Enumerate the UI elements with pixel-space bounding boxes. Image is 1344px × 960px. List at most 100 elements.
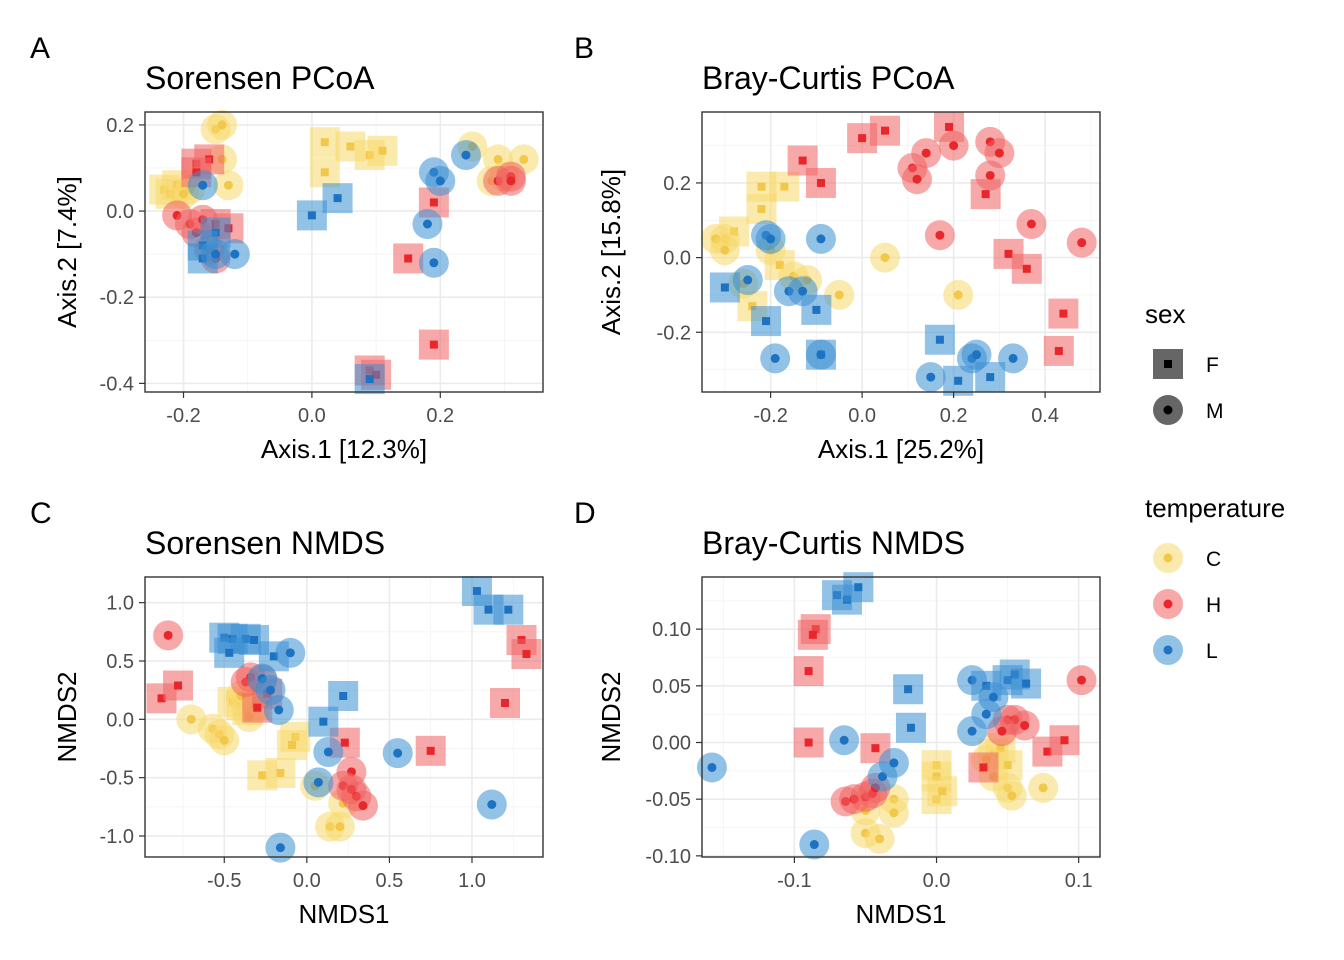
panel-a-x-tick-label: 0.0 [298,405,326,427]
panel-d-point-circle-dot [988,692,998,702]
panel-b-point [801,294,832,325]
panel-a-point [418,247,449,278]
legend-circle-dot [1163,405,1173,415]
panel-d-point-circle-dot [1038,783,1048,793]
panel-a-point [495,165,526,196]
panel-c-point [476,789,507,820]
panel-b-point [1011,253,1042,284]
panel-d-point-circle-dot [809,840,819,850]
panel-b-point [998,343,1029,374]
panel-b-point-square-dot [1004,249,1013,258]
panel-b-point [751,306,782,337]
panel-b-point [1016,209,1047,239]
panel-a-point [393,243,424,274]
legend-key-m [1153,395,1183,425]
panel-c-point [382,738,413,769]
panel-b-point-square-dot [1059,309,1068,318]
panel-a-point [354,364,385,395]
panel-a-point-circle-dot [179,189,189,199]
panel-b-point-square-dot [798,156,807,165]
panel-a-x-axis-title: Axis.1 [12.3%] [261,434,427,464]
panel-d-point-circle-dot [997,726,1007,736]
panel-b-point [970,179,1001,210]
panel-b-point-circle-dot [1008,353,1018,363]
panel-c-point-circle-dot [313,777,323,787]
panel-a-point [200,239,231,270]
panel-a-plot-area: -0.2 0.0 0.2 -0.4 -0.2 0.0 0.2 [100,109,544,427]
panel-c-x-tick-label: 1.0 [458,870,486,892]
panel-c-point-circle-dot [266,685,276,695]
panel-a-point-square-dot [307,211,316,220]
panel-b-y-tick-label: 0.0 [663,248,691,270]
panel-a-title: Sorensen PCoA [145,60,375,96]
panel-c-point-square-dot [174,681,183,690]
panel-b-point-square-dot [757,182,766,191]
panel-a-point [367,135,398,166]
legend-temperature-title: temperature [1145,493,1285,523]
panel-a-point-circle-dot [435,176,445,186]
panel-d-y-tick-label: 0.10 [652,619,691,641]
panel-d-point-circle-dot [981,709,991,719]
panel-c-point [313,737,344,767]
panel-a-point [309,157,340,188]
panel-b-y-axis-title: Axis.2 [15.8%] [596,169,626,335]
panel-a-points [149,109,539,395]
panel-a-point-circle-dot [198,180,208,190]
panel-b-point [915,362,946,393]
panel-b-point [1066,227,1097,258]
panel-c-point-circle-dot [393,748,403,758]
panel-d-point [1066,665,1097,696]
panel-d-point-square-dot [854,583,863,592]
panel-b-point-circle-dot [720,245,730,255]
panel-b-point-circle-dot [926,372,936,382]
panel-c-point [493,594,524,625]
panel-a-point [187,170,218,201]
panel-b-point [975,362,1006,393]
panel-c-point-square-dot [426,746,435,755]
panel-b-point [709,272,740,303]
panel-b-point-circle-dot [880,253,890,263]
panel-d-x-tick-label: 0.0 [923,870,951,892]
panel-b-point [709,235,740,266]
panel-a-point-circle-dot [519,154,529,164]
legend-label-f: F [1206,354,1219,377]
panel-d-point [864,823,895,854]
panel-b-point [1043,335,1074,366]
panel-b-point-circle-dot [994,148,1004,158]
panel-b-point-circle-dot [766,234,776,244]
panel-b-point [869,115,900,146]
panel-a-point [412,209,443,239]
panel-d-point [829,725,860,756]
panel-b-point-square-dot [762,317,771,326]
panel-c: C Sorensen NMDS -0.5 0.0 0.5 1.0 -1.0 -0.5 0.0… [30,497,544,929]
panel-c-x-tick-label: 0.0 [293,870,321,892]
panel-c-point-square-dot [269,652,278,661]
panel-c-point-circle-dot [274,705,284,715]
panel-d-point [793,656,824,687]
panel-b-point-circle-dot [971,350,981,360]
panel-d-y-tick-label: 0.00 [652,733,691,755]
panel-a-point-square-dot [333,194,342,203]
panel-a-point [425,165,456,196]
panel-c-point [347,790,378,821]
panel-d-point-circle-dot [1020,721,1030,731]
panel-d-point-square-dot [906,723,915,732]
panel-a-point-circle-dot [493,154,503,164]
panel-c-point-square-dot [258,771,267,780]
panel-c-y-tick-label: 0.5 [106,651,134,673]
panel-d-points [696,572,1097,860]
panel-b-point-square-dot [858,134,867,143]
panel-d-plot-frame [701,576,1101,858]
panel-b-point [805,167,836,198]
panel-c-point-square-dot [339,692,348,700]
panel-a-point [207,109,238,140]
panel-a-x-tick-label: -0.2 [166,405,200,427]
panel-a-point [450,140,481,171]
panel-d-point [1009,710,1040,741]
panel-c-point-circle-dot [323,747,333,757]
panel-c-title: Sorensen NMDS [145,525,385,561]
panel-b-point-circle-dot [834,290,844,300]
panel-b-y-tick-label: 0.2 [663,173,691,195]
panel-c-plot-area: -0.5 0.0 0.5 1.0 -1.0 -0.5 0.0 0.5 1.0 [100,576,544,892]
panel-d-y-axis-title: NMDS2 [596,671,626,762]
